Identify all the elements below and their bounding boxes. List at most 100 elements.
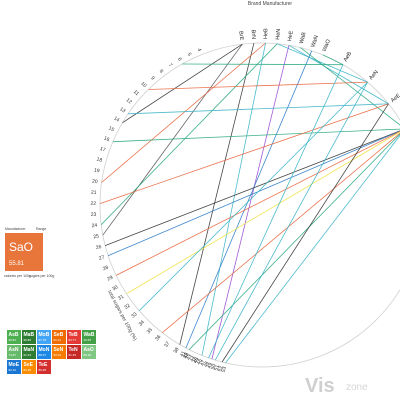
tick-label: 39 <box>182 352 190 360</box>
tick-label: 45 <box>192 357 200 365</box>
tile-symbol: MoN <box>39 347 50 353</box>
tick-label: 5 <box>186 52 193 57</box>
tile-symbol: MaB <box>24 332 35 338</box>
tile-value: 91.21 <box>54 338 62 342</box>
tick-label: 46 <box>196 358 204 366</box>
manufacturer-label: BrE <box>237 31 244 41</box>
tile-background <box>67 345 81 359</box>
detail-value: 55.81 <box>9 261 25 267</box>
tick-label: 21 <box>91 190 97 196</box>
link-line <box>112 128 400 143</box>
tick-label: 33 <box>130 311 138 319</box>
tile-symbol: TeB <box>69 332 78 338</box>
tick-label: 4 <box>196 48 203 53</box>
tile-value: 63.15 <box>54 353 62 357</box>
tick-label: 9 <box>149 75 156 81</box>
tick-label: 38 <box>173 346 181 354</box>
manufacturer-label: WaN <box>310 35 319 48</box>
tick-label: 22 <box>90 201 96 207</box>
tick-label: 26 <box>95 244 102 251</box>
tile-background <box>82 330 96 344</box>
tick-label: 47 <box>199 359 207 367</box>
tile-background <box>22 330 36 344</box>
tick-label: 53 <box>221 366 228 373</box>
manufacturer-label: WaO <box>322 38 332 52</box>
tile-value: 96.86 <box>24 338 32 342</box>
tile-background <box>37 330 51 344</box>
watermark-suffix: zone <box>346 382 368 393</box>
link-line <box>139 81 368 311</box>
link-line <box>128 103 389 115</box>
tile-background <box>7 330 21 344</box>
tick-label: 24 <box>91 223 97 230</box>
manufacturer-label: AeB <box>343 51 354 63</box>
tile-symbol: SeB <box>54 332 64 338</box>
tile-value: 89.28 <box>39 368 47 372</box>
tile-value: 74.87 <box>9 353 17 357</box>
tick-label: 49 <box>206 362 213 369</box>
tick-label: 42 <box>182 352 190 360</box>
tick-label: 37 <box>163 341 171 349</box>
tile-background <box>67 330 81 344</box>
link-line <box>322 54 344 66</box>
link-line <box>179 43 255 345</box>
detail-card: Manufacturer Range SaO 55.81 calories pe… <box>4 227 54 278</box>
link-line <box>188 133 400 350</box>
ring-labels: BrEBrNHeBHeNHeEWaBWaNWaOAeBAeNAeEAoE4567… <box>90 28 400 373</box>
ring <box>99 42 400 368</box>
tile-symbol: TeE <box>39 362 48 368</box>
detail-range-caption: Range <box>36 227 46 231</box>
link-line <box>105 130 400 246</box>
tick-label: 31 <box>117 294 125 302</box>
tile-symbol: MoE <box>9 362 20 368</box>
link-line <box>185 50 313 349</box>
tick-label: 35 <box>146 327 154 335</box>
tick-label: 18 <box>96 157 103 164</box>
tick-label: 51 <box>214 364 221 371</box>
manufacturer-label: HeE <box>287 30 295 42</box>
tick-label: 6 <box>176 57 183 63</box>
tile-symbol: SeE <box>24 362 34 368</box>
link-line <box>277 43 368 83</box>
tile-value: 97.78 <box>39 338 47 342</box>
tile-background <box>22 345 36 359</box>
tile-background <box>22 360 36 374</box>
tile-symbol: AsN <box>9 347 19 353</box>
link-line <box>201 42 266 356</box>
tile-background <box>7 345 21 359</box>
tick-label: 12 <box>125 97 133 105</box>
manufacturer-label: BrN <box>250 30 256 40</box>
tile-value: 84.48 <box>24 368 32 372</box>
link-line <box>225 134 400 364</box>
tick-label: 44 <box>189 355 197 363</box>
tick-label: 13 <box>118 106 126 114</box>
tick-label: 16 <box>103 135 111 143</box>
tile-value: 42.55 <box>84 338 92 342</box>
tick-label: 40 <box>192 357 200 365</box>
tile-value: 88.37 <box>39 353 47 357</box>
detail-sugars-caption: sugars per 100g <box>29 274 54 278</box>
tile-background <box>52 345 66 359</box>
link-line <box>208 64 344 359</box>
manufacturer-label: HeB <box>263 28 269 39</box>
link-line <box>122 43 243 124</box>
link-line <box>101 42 266 183</box>
link-line <box>126 131 400 295</box>
tick-label: 17 <box>99 146 106 154</box>
